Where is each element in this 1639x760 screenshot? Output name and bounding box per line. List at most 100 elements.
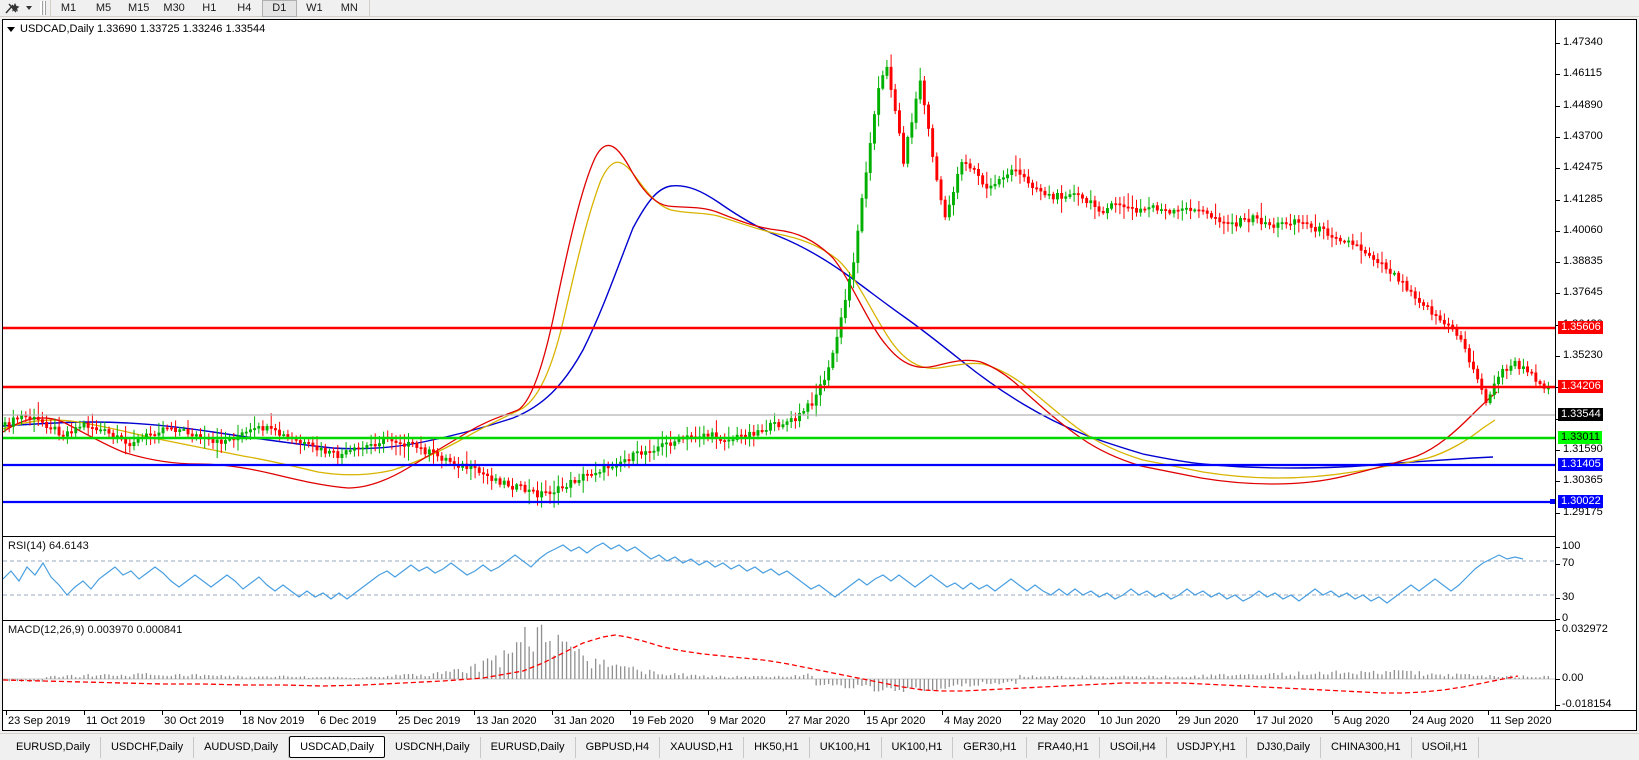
price-tick: [1556, 199, 1560, 201]
macd-panel[interactable]: [3, 621, 1555, 710]
date-axis-label: 15 Apr 2020: [866, 715, 926, 727]
date-axis[interactable]: 23 Sep 2019 11 Oct 2019 30 Oct 2019 18 Nov …: [3, 710, 1636, 730]
macd-axis-label: 0.032972: [1562, 623, 1608, 635]
price-tick: [1556, 136, 1560, 138]
plot-wrapper: USDCAD,Daily 1.33690 1.33725 1.33246 1.3…: [3, 20, 1636, 730]
date-tick: [1332, 711, 1333, 715]
rsi-panel[interactable]: [3, 537, 1555, 620]
date-axis-label: 9 Mar 2020: [710, 715, 766, 727]
symbol-tab-usdcnh-daily[interactable]: USDCNH,Daily: [385, 736, 481, 758]
chart-title-bar: USDCAD,Daily 1.33690 1.33725 1.33246 1.3…: [7, 23, 265, 35]
macd-panel-divider: [3, 620, 1555, 621]
symbol-tab-audusd-daily[interactable]: AUDUSD,Daily: [194, 736, 290, 758]
price-axis-label: 1.40060: [1563, 223, 1603, 236]
date-axis-label: 6 Dec 2019: [320, 715, 377, 727]
price-axis-label: 1.44890: [1563, 98, 1603, 111]
date-axis-label: 13 Jan 2020: [476, 715, 537, 727]
date-tick: [396, 711, 397, 715]
symbol-tab-gbpusd-h4[interactable]: GBPUSD,H4: [576, 736, 661, 758]
price-axis-label: 1.42475: [1563, 161, 1603, 174]
symbol-tab-usoil-h4[interactable]: USOil,H4: [1100, 736, 1167, 758]
timeframe-m30[interactable]: M30: [163, 2, 185, 14]
symbol-tab-china300-h1[interactable]: CHINA300,H1: [1321, 736, 1412, 758]
rsi-tick: [1556, 547, 1560, 548]
rsi-axis: 100 70 30 0: [1556, 537, 1636, 624]
date-tick: [708, 711, 709, 715]
date-tick: [1488, 711, 1489, 715]
timeframe-w1[interactable]: W1: [306, 2, 323, 14]
support-level-2-tag[interactable]: 1.30022: [1558, 495, 1603, 508]
current-price-tag[interactable]: 1.33544: [1558, 408, 1603, 421]
macd-label: MACD(12,26,9) 0.003970 0.000841: [8, 624, 183, 636]
symbol-tab-usdchf-daily[interactable]: USDCHF,Daily: [101, 736, 195, 758]
symbol-tab-fra40-h1[interactable]: FRA40,H1: [1027, 736, 1100, 758]
price-panel[interactable]: [3, 20, 1555, 536]
dropdown-caret-icon[interactable]: [22, 1, 35, 16]
date-axis-label: 18 Nov 2019: [242, 715, 305, 727]
date-axis-label: 5 Aug 2020: [1334, 715, 1390, 727]
timeframe-m5[interactable]: M5: [95, 2, 112, 14]
rsi-panel-divider: [3, 536, 1555, 537]
ma-fast-line: [3, 144, 1498, 489]
price-tick: [1556, 262, 1560, 264]
level-anchor-handle: [1550, 499, 1555, 504]
price-axis-label: 1.29175: [1563, 505, 1603, 518]
cursor-crosshair-icon[interactable]: [2, 1, 22, 16]
price-tick: [1556, 43, 1560, 44]
price-axis-label: 1.35230: [1563, 349, 1603, 361]
date-tick: [1254, 711, 1255, 715]
rsi-label: RSI(14) 64.6143: [8, 540, 89, 552]
symbol-tab-xauusd-h1[interactable]: XAUUSD,H1: [660, 736, 745, 758]
price-tick: [1556, 74, 1560, 76]
symbol-tab-usdjpy-h1[interactable]: USDJPY,H1: [1167, 736, 1247, 758]
chart-symbol-ohlc: USDCAD,Daily 1.33690 1.33725 1.33246 1.3…: [20, 23, 266, 35]
timeframe-m15[interactable]: M15: [128, 2, 150, 14]
price-tick: [1556, 105, 1560, 107]
timeframe-d1[interactable]: D1: [261, 0, 297, 17]
symbol-tab-eurusd-daily[interactable]: EURUSD,Daily: [6, 736, 101, 758]
macd-chart-svg: [3, 621, 1555, 710]
symbol-tab-dj30-daily[interactable]: DJ30,Daily: [1247, 736, 1321, 758]
timeframe-h1[interactable]: H1: [202, 2, 217, 14]
price-axis-label: 1.37645: [1563, 286, 1603, 299]
ma-mid-line: [3, 161, 1496, 479]
rsi-tick: [1556, 619, 1560, 620]
toolbar-grip[interactable]: [40, 1, 47, 15]
resistance-level-1-tag[interactable]: 1.35606: [1558, 321, 1603, 334]
chart-menu-caret-icon[interactable]: [7, 26, 15, 32]
price-tick: [1556, 230, 1560, 232]
date-tick: [786, 711, 787, 715]
symbol-tab-usoil-h1[interactable]: USOil,H1: [1412, 736, 1479, 758]
symbol-tab-ger30-h1[interactable]: GER30,H1: [953, 736, 1028, 758]
rsi-axis-label: 30: [1562, 591, 1575, 603]
resistance-level-2-tag[interactable]: 1.34206: [1558, 380, 1603, 393]
price-axis[interactable]: 1.47340 1.46115 1.44890 1.43700 1.42475 1.412…: [1556, 20, 1636, 536]
price-axis-label: 1.41285: [1563, 192, 1603, 205]
date-axis-label: 10 Jun 2020: [1100, 715, 1161, 727]
green-level-tag[interactable]: 1.33011: [1558, 431, 1602, 444]
timeframe-h4[interactable]: H4: [237, 2, 252, 14]
macd-histogram: [4, 624, 1549, 692]
price-axis-label: 1.30365: [1563, 474, 1603, 487]
date-tick: [318, 711, 319, 715]
macd-tick: [1556, 630, 1560, 631]
price-tick: [1556, 293, 1560, 295]
support-level-1-tag[interactable]: 1.31405: [1558, 458, 1603, 471]
price-tick: [1556, 512, 1560, 514]
symbol-tab-uk100-h1[interactable]: UK100,H1: [882, 736, 954, 758]
symbol-tab-hk50-h1[interactable]: HK50,H1: [744, 736, 810, 758]
price-tick: [1556, 481, 1560, 483]
date-axis-label: 17 Jul 2020: [1256, 715, 1313, 727]
price-axis-divider: [1555, 20, 1556, 710]
chart-area[interactable]: USDCAD,Daily 1.33690 1.33725 1.33246 1.3…: [2, 19, 1637, 731]
macd-signal-line: [3, 634, 1519, 694]
symbol-tab-eurusd-daily[interactable]: EURUSD,Daily: [481, 736, 576, 758]
timeframe-m1[interactable]: M1: [60, 2, 77, 14]
price-tick: [1556, 168, 1560, 170]
rsi-axis-label: 70: [1562, 557, 1575, 569]
symbol-tab-bar: EURUSD,Daily USDCHF,Daily AUDUSD,Daily USDC…: [0, 733, 1639, 760]
symbol-tab-usdcad-daily[interactable]: USDCAD,Daily: [289, 736, 386, 758]
timeframe-mn[interactable]: MN: [340, 2, 358, 14]
symbol-tab-uk100-h1[interactable]: UK100,H1: [810, 736, 882, 758]
